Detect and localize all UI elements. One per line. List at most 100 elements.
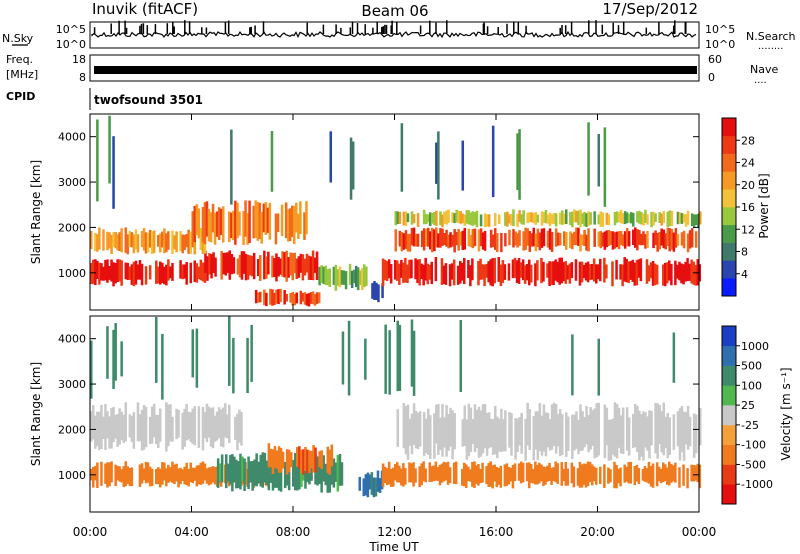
velocity-cell	[187, 411, 190, 440]
power-cell	[414, 258, 417, 280]
velocity-cell	[271, 449, 275, 475]
power-cell	[552, 213, 556, 224]
velocity-cell	[638, 410, 641, 461]
velocity-cell	[122, 466, 126, 488]
velocity-cell	[634, 404, 637, 448]
power-cell	[588, 264, 592, 280]
velocity-cell	[298, 446, 301, 469]
power-cell	[632, 229, 635, 245]
power-cell	[152, 230, 156, 253]
power-cell	[291, 253, 295, 281]
velocity-cell	[605, 407, 609, 446]
power-cell	[311, 250, 315, 281]
velocity-cell	[387, 461, 391, 485]
power-cell	[195, 204, 199, 236]
power-cell	[540, 211, 544, 226]
power-cell	[516, 214, 519, 227]
power-cell	[497, 257, 501, 282]
power-cell	[288, 208, 292, 242]
power-cell	[500, 232, 503, 253]
power-cell	[524, 227, 527, 250]
power-cell	[623, 257, 626, 282]
power-cell	[371, 283, 374, 299]
velocity-cell	[548, 462, 551, 481]
power-cell	[698, 264, 702, 282]
velocity-cell	[287, 458, 291, 491]
power-cell	[259, 291, 262, 303]
power-cell	[638, 210, 641, 224]
power-cell	[373, 281, 376, 300]
power-cell	[279, 288, 282, 303]
power-cell	[257, 259, 260, 277]
velocity-cell	[493, 464, 497, 482]
velocity-cell	[416, 412, 420, 450]
power-cell	[102, 266, 105, 281]
power-colorbar-tick-label: 12	[741, 223, 755, 236]
nave-legend: ....	[754, 75, 767, 86]
power-cell	[305, 201, 308, 235]
velocity-cell	[680, 405, 684, 453]
power-cell	[199, 228, 203, 251]
power-cell	[653, 263, 657, 286]
velocity-cell	[625, 407, 629, 451]
power-cell	[627, 231, 631, 247]
velocity-cell	[542, 466, 545, 487]
velocity-cell	[110, 461, 113, 483]
velocity-cell	[338, 454, 342, 486]
power-cell	[96, 234, 99, 252]
power-cell	[550, 232, 554, 252]
velocity-cell	[300, 449, 303, 474]
power-cell	[274, 213, 278, 245]
velocity-cell	[181, 412, 184, 450]
power-cell	[686, 210, 690, 225]
velocity-cell	[150, 406, 154, 444]
power-cell	[442, 265, 446, 284]
power-cell	[477, 229, 481, 252]
power-cell	[440, 258, 444, 285]
velocity-cell	[659, 468, 663, 484]
power-cell	[329, 131, 333, 183]
power-cell	[271, 289, 274, 306]
power-cell	[485, 214, 489, 227]
power-cell	[450, 263, 454, 280]
power-cell	[471, 258, 474, 281]
power-cell	[228, 250, 232, 280]
velocity-cell	[532, 416, 536, 461]
power-cell	[220, 250, 223, 280]
power-cell	[694, 264, 697, 286]
velocity-cell	[662, 462, 665, 483]
velocity-cell	[112, 407, 115, 443]
power-cell	[569, 211, 572, 226]
power-cell	[439, 211, 442, 226]
power-cell	[224, 252, 228, 276]
power-cell	[191, 211, 195, 234]
power-cell	[530, 212, 534, 223]
power-cell	[481, 232, 485, 250]
power-cell	[644, 234, 647, 249]
velocity-cell	[203, 463, 207, 481]
power-cell	[491, 234, 495, 248]
power-cell	[563, 213, 566, 225]
freq-trace	[94, 66, 697, 74]
velocity-cell	[546, 465, 549, 482]
power-cell	[404, 230, 408, 249]
power-cell	[332, 266, 336, 285]
power-cell	[120, 228, 123, 253]
velocity-cell	[442, 461, 446, 482]
velocity-cell	[544, 412, 548, 457]
velocity-cell	[627, 462, 630, 484]
velocity-cell	[283, 461, 287, 489]
power-cell	[104, 260, 107, 281]
power-cell	[558, 212, 562, 225]
power-cell	[501, 260, 505, 283]
velocity-cell	[660, 411, 663, 453]
power-cell	[569, 231, 572, 249]
velocity-cell	[540, 415, 544, 456]
velocity-cell	[224, 403, 227, 438]
power-cell	[631, 259, 635, 282]
power-cell	[142, 228, 146, 251]
velocity-cell	[218, 463, 222, 482]
power-cell	[291, 292, 295, 306]
velocity-cell	[120, 411, 123, 441]
power-cell	[617, 212, 621, 222]
